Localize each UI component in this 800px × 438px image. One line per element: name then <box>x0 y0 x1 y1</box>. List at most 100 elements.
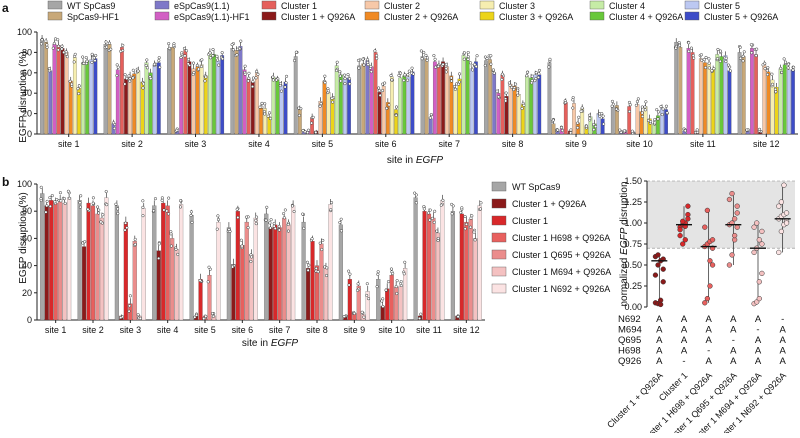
panel-b-replicate-dot <box>473 238 477 242</box>
panel-a-replicate-dot <box>204 75 208 79</box>
panel-a-bar-spcas9-hf1-site-8 <box>488 59 492 135</box>
panel-b-replicate-dot <box>380 299 384 303</box>
panel-b-replicate-dot <box>228 229 232 234</box>
panel-a-replicate-dot <box>757 127 762 131</box>
mutation-cell: A <box>705 335 712 346</box>
panel-b-replicate-dot <box>91 201 95 205</box>
panel-a-replicate-dot <box>598 114 602 118</box>
panel-a-replicate-dot <box>754 54 758 58</box>
panel-b-x-tick-label: site 8 <box>306 325 328 335</box>
panel-a-replicate-dot <box>64 52 68 56</box>
panel-c-point-cluster-1-q695-q926a <box>734 203 740 209</box>
panel-b-replicate-dot <box>45 204 49 208</box>
panel-b-bar-cluster-1-n692-q926a-site-3 <box>141 208 146 321</box>
panel-a-replicate-dot <box>444 62 448 66</box>
panel-a-bar-cluster-5-site-11 <box>723 55 728 135</box>
panel-a-replicate-dot <box>357 66 361 70</box>
panel-a-replicate-dot <box>76 87 80 91</box>
panel-c-y-tick-label: 1.00 <box>624 218 642 228</box>
panel-c-point-cluster-1-h698-q926a <box>704 207 711 214</box>
panel-a-bar-cluster-4-q926a-site-6 <box>402 75 407 135</box>
panel-b-legend-swatch-cluster-1 <box>491 215 507 226</box>
panel-a-replicate-dot <box>724 59 728 64</box>
panel-a-bar-cluster-4-q926a-site-4 <box>275 79 280 135</box>
panel-c-y-tick-label: 1.50 <box>624 176 642 186</box>
panel-c-point-cluster-1-q926a <box>652 272 659 278</box>
panel-a-bar-cluster-5-site-3 <box>216 60 220 135</box>
panel-b-replicate-dot <box>422 205 426 209</box>
mutation-row-label-m694: M694 <box>618 325 642 336</box>
panel-b-replicate-dot <box>302 226 306 230</box>
panel-b-replicate-dot <box>432 220 436 224</box>
panel-a-replicate-dot <box>200 58 204 62</box>
panel-a-replicate-dot <box>766 66 770 70</box>
panel-a-bar-espcas9-1-1-site-7 <box>428 118 433 135</box>
panel-a-replicate-dot <box>294 50 298 54</box>
panel-a-bar-cluster-5-site-2 <box>152 64 157 135</box>
panel-b-replicate-dot <box>435 229 439 233</box>
panel-a-replicate-dot <box>441 62 445 66</box>
panel-b-bar-cluster-1-site-11 <box>422 211 427 321</box>
panel-b-replicate-dot <box>240 244 244 248</box>
panel-c-point-cluster-1-m694-q926a <box>751 224 757 230</box>
mutation-cell: - <box>781 314 784 325</box>
mutation-cell: A <box>705 356 712 367</box>
panel-a-replicate-dot <box>449 79 454 83</box>
panel-a-bar-spcas9-hf1-site-2 <box>107 44 112 135</box>
panel-a-replicate-dot <box>755 47 759 51</box>
panel-a-bar-cluster-1-site-4 <box>246 78 251 135</box>
panel-a-replicate-dot <box>405 78 410 82</box>
panel-b-bar-cluster-1-m694-q926a-site-4 <box>174 249 179 321</box>
panel-b-replicate-dot <box>459 210 463 215</box>
panel-b-bar-cluster-1-site-12 <box>459 213 464 321</box>
panel-a-replicate-dot <box>512 87 516 92</box>
panel-b-x-tick-label: site 10 <box>378 325 405 335</box>
panel-a-bar-cluster-5-site-6 <box>406 76 411 135</box>
panel-a-bars <box>39 35 796 135</box>
panel-a-x-tick-label: site 9 <box>565 139 587 149</box>
panel-a-replicate-dot <box>564 100 568 105</box>
panel-a-replicate-dot <box>770 72 774 76</box>
panel-a-replicate-dot <box>297 106 301 110</box>
panel-a-bar-cluster-5-q926a-site-12 <box>791 69 795 135</box>
panel-a-bar-cluster-3-site-12 <box>770 79 775 135</box>
panel-a-replicate-dot <box>530 74 534 78</box>
panel-a-replicate-dot <box>434 65 438 69</box>
panel-a-replicate-dot <box>72 60 76 64</box>
panel-c-point-cluster-1-n692-q926a <box>781 182 787 188</box>
panel-a-replicate-dot <box>215 54 219 58</box>
panel-b-replicate-dot <box>428 208 432 212</box>
panel-a-y-tick-label: 100 <box>17 27 32 37</box>
panel-a-replicate-dot <box>516 88 520 92</box>
panel-b-replicate-dot <box>463 227 467 231</box>
panel-a-bar-wt-spcas9-site-7 <box>420 56 425 135</box>
panel-b-replicate-dot <box>463 214 467 219</box>
panel-a-replicate-dot <box>84 61 89 65</box>
panel-b-replicate-dot <box>292 209 296 214</box>
panel-a-replicate-dot <box>470 64 474 68</box>
panel-a-replicate-dot <box>536 75 540 79</box>
panel-b-replicate-dot <box>254 218 258 222</box>
panel-b-replicate-dot <box>250 255 254 259</box>
panel-b-replicate-dot <box>189 213 193 218</box>
panel-a-bar-cluster-1-q926a-site-4 <box>250 81 255 135</box>
panel-a-replicate-dot <box>217 63 221 67</box>
panel-b-bar-cluster-1-n692-q926a-site-8 <box>328 204 333 321</box>
panel-a-bar-cluster-3-site-8 <box>516 94 521 135</box>
mutation-row-label-h698: H698 <box>618 346 641 357</box>
panel-a-replicate-dot <box>203 79 207 83</box>
panel-a-replicate-dot <box>255 69 259 74</box>
panel-a-replicate-dot <box>338 74 342 78</box>
panel-a-axes: 0 20 40 60 80 100 site 1 site 2 site 3 site 4 site… <box>17 27 798 149</box>
panel-b-replicate-dot <box>320 247 324 252</box>
panel-b-replicate-dot <box>167 196 171 200</box>
panel-b-replicate-dot <box>167 212 171 216</box>
panel-a-replicate-dot <box>683 129 687 133</box>
panel-a-bar-cluster-3-q926a-site-11 <box>711 69 716 135</box>
panel-a-replicate-dot <box>497 95 501 99</box>
panel-b-replicate-dot <box>190 220 194 224</box>
panel-a-bar-cluster-5-q926a-site-2 <box>156 62 161 135</box>
panel-b-replicate-dot <box>128 294 132 298</box>
panel-a-bar-cluster-1-site-6 <box>373 52 378 135</box>
panel-a-bar-espcas9-1-1-site-8 <box>492 72 497 135</box>
